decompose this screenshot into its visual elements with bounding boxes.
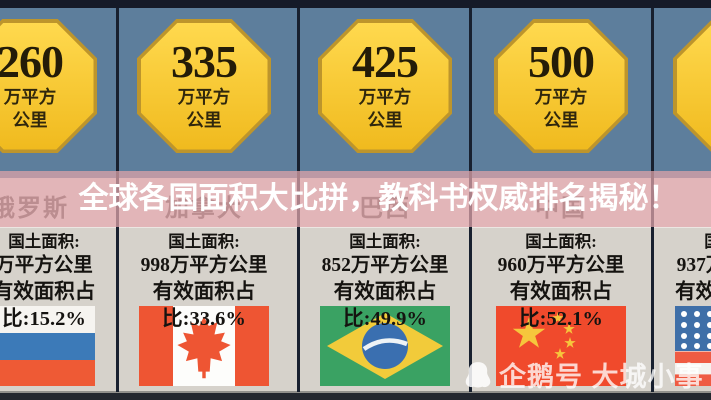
country-info: 国土面积: 937万平方公里 有效面积占比: bbox=[650, 231, 711, 306]
china-flag-icon bbox=[496, 306, 626, 386]
area-label: 国土面积: bbox=[168, 232, 240, 251]
flag-china bbox=[496, 306, 626, 386]
badge-value: 335 bbox=[171, 35, 238, 87]
area-value: 万平方公里 bbox=[0, 255, 93, 276]
effective-area-percent: 有效面积占比: bbox=[675, 281, 711, 303]
area-badge: 425 万平方 公里 bbox=[318, 19, 452, 153]
area-value: 852万平方公里 bbox=[321, 255, 449, 276]
badge-unit-line2: 公里 bbox=[543, 109, 579, 130]
badge-unit-line1: 万平方 bbox=[358, 86, 412, 107]
area-badge-face: 万平方 公里 bbox=[676, 22, 711, 150]
penguin-icon bbox=[465, 361, 491, 387]
area-label: 国土面积: bbox=[8, 232, 80, 251]
top-border-band bbox=[0, 0, 711, 8]
area-label: 国土面积: bbox=[525, 232, 597, 251]
country-panel-china: 500 万平方 公里 中国 国土面积: 960万平方公里 有效面积占比:52.1… bbox=[471, 0, 651, 400]
russia-flag-icon bbox=[0, 306, 95, 386]
badge-unit-line1: 万平方 bbox=[3, 86, 57, 107]
badge-unit-line2: 公里 bbox=[12, 109, 48, 130]
country-info: 国土面积: 960万平方公里 有效面积占比:52.1% bbox=[471, 231, 651, 333]
bottom-border-band bbox=[0, 391, 711, 400]
country-panel-brazil: 425 万平方 公里 巴西 国土面积: 852万平方公里 有效面积占比:49.9… bbox=[295, 0, 475, 400]
badge-unit-line1: 万平方 bbox=[677, 38, 711, 61]
badge-value: 260 bbox=[0, 35, 64, 87]
area-badge: 500 万平方 公里 bbox=[494, 19, 628, 153]
effective-area-percent: 有效面积占比:52.1% bbox=[509, 281, 613, 330]
badge-value: 500 bbox=[528, 35, 595, 87]
badge-unit-line1: 万平方 bbox=[534, 86, 588, 107]
usa-flag-icon bbox=[675, 306, 711, 386]
effective-area-percent: 有效面积占比:33.6% bbox=[152, 281, 256, 330]
area-value: 937万平方公里 bbox=[676, 255, 711, 276]
area-badge: 260 万平方 公里 bbox=[0, 19, 97, 153]
effective-area-percent: 有效面积占比:15.2% bbox=[0, 281, 96, 330]
country-panel-usa: 万平方 公里 美国 国土面积: 937万平方公里 有效面积占比: bbox=[650, 0, 711, 400]
country-info: 国土面积: 852万平方公里 有效面积占比:49.9% bbox=[295, 231, 475, 333]
area-label: 国土面积: bbox=[650, 231, 711, 253]
country-panel-canada: 335 万平方 公里 加拿大 国土面积: 998万平方公里 有效面积占比:33.… bbox=[114, 0, 294, 400]
canada-flag-icon bbox=[139, 306, 269, 386]
area-value: 960万平方公里 bbox=[497, 255, 625, 276]
area-badge: 335 万平方 公里 bbox=[137, 19, 271, 153]
badge-value: 425 bbox=[352, 35, 419, 87]
flag-canada bbox=[139, 306, 269, 386]
badge-unit-line2: 公里 bbox=[367, 109, 403, 130]
watermark-text: 企鹅号 大城小事 bbox=[499, 362, 704, 392]
area-badge-face: 500 万平方 公里 bbox=[497, 22, 625, 150]
country-info: 国土面积: 万平方公里 有效面积占比:15.2% bbox=[0, 231, 134, 333]
page-title: 全球各国面积大比拼，教科书权威排名揭秘！ bbox=[78, 182, 679, 215]
badge-unit-line2: 公里 bbox=[677, 60, 711, 83]
watermark: 企鹅号 大城小事 Z bbox=[464, 355, 711, 394]
area-label: 国土面积: bbox=[349, 232, 421, 251]
effective-area-percent: 有效面积占比:49.9% bbox=[333, 281, 437, 330]
flag-brazil bbox=[320, 306, 450, 386]
title-banner: 全球各国面积大比拼，教科书权威排名揭秘！ bbox=[0, 171, 711, 227]
area-badge-face: 260 万平方 公里 bbox=[0, 22, 94, 150]
area-value: 998万平方公里 bbox=[140, 255, 268, 276]
area-badge: 万平方 公里 bbox=[673, 19, 711, 153]
flag-russia bbox=[0, 306, 95, 386]
badge-unit-line1: 万平方 bbox=[177, 86, 231, 107]
badge-unit-line2: 公里 bbox=[186, 109, 222, 130]
area-badge-face: 335 万平方 公里 bbox=[140, 22, 268, 150]
area-badge-face: 425 万平方 公里 bbox=[321, 22, 449, 150]
flag-usa bbox=[675, 306, 711, 386]
country-info: 国土面积: 998万平方公里 有效面积占比:33.6% bbox=[114, 231, 294, 333]
brazil-flag-icon bbox=[320, 306, 450, 386]
